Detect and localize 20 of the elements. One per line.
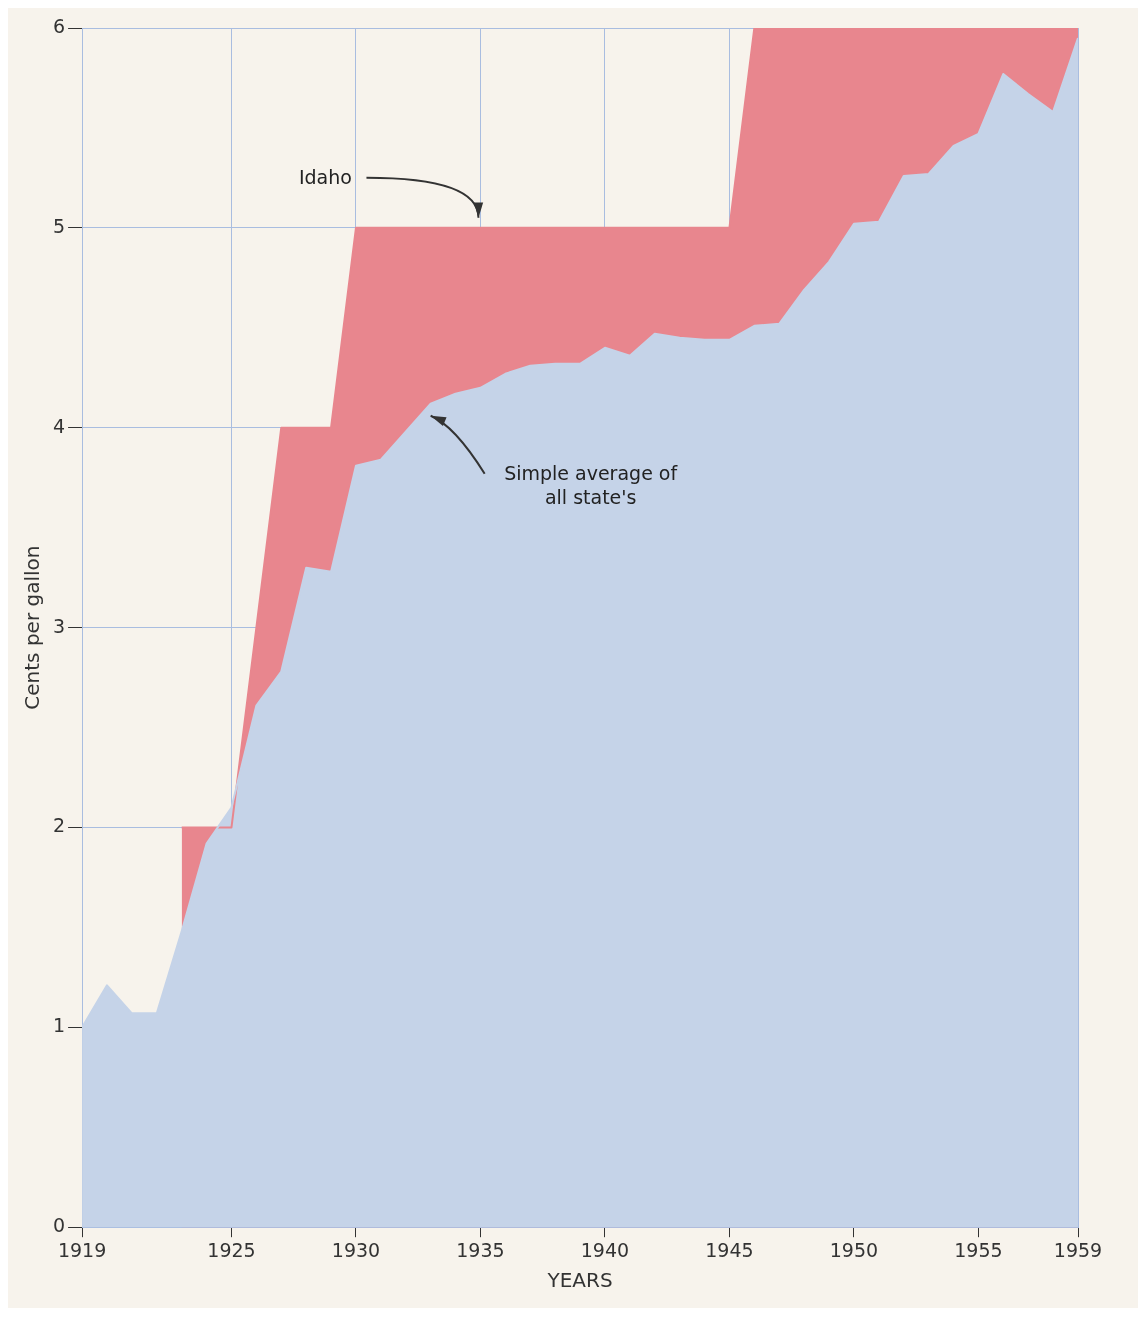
x-tick-label: 1950 <box>829 1238 879 1261</box>
series-label: Simple average of all state's <box>503 460 679 509</box>
y-tick-label: 3 <box>52 614 66 637</box>
x-tick-label: 1940 <box>580 1238 630 1261</box>
x-tick-label: 1945 <box>705 1238 754 1261</box>
y-tick-label: 2 <box>52 814 66 837</box>
series-label: Idaho <box>297 164 353 189</box>
x-tick-label: 1935 <box>456 1238 505 1261</box>
x-tick-label: 1919 <box>57 1238 107 1261</box>
x-axis-title: YEARS <box>546 1268 613 1293</box>
y-tick-label: 6 <box>52 14 66 37</box>
y-axis-title: Cents per gallon <box>20 545 45 710</box>
y-tick-label: 4 <box>52 414 66 437</box>
x-tick-label: 1925 <box>207 1238 256 1261</box>
x-tick-label: 1955 <box>954 1238 1003 1261</box>
y-tick-label: 0 <box>52 1214 66 1237</box>
y-tick-label: 5 <box>52 214 66 237</box>
x-tick-label: 1930 <box>331 1238 381 1261</box>
y-tick-label: 1 <box>52 1014 66 1037</box>
x-tick-label: 1959 <box>1053 1238 1103 1261</box>
